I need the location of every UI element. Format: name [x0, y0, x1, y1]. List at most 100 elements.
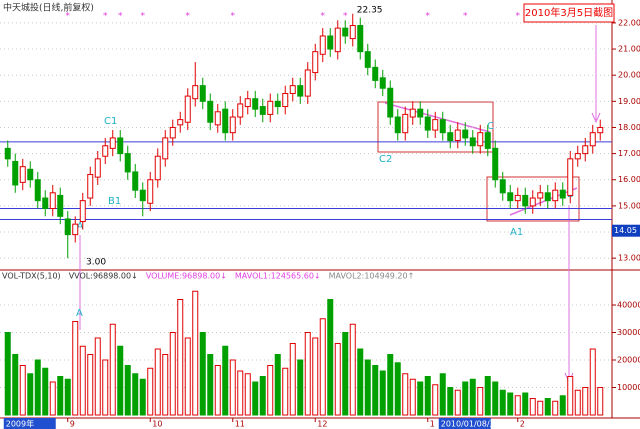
volume-bar	[57, 376, 64, 416]
volume-bar	[27, 373, 34, 416]
candle-body	[402, 113, 409, 134]
volume-bar	[394, 362, 401, 416]
volume-bar	[409, 378, 416, 416]
note-box	[523, 3, 615, 23]
volume-bar	[327, 299, 334, 416]
x-tick-label: 12	[317, 420, 327, 429]
candle-body	[19, 166, 26, 183]
volume-bar	[499, 389, 506, 416]
volume-bar	[522, 392, 529, 416]
candle-body	[567, 158, 574, 196]
event-marker: *	[516, 12, 521, 22]
candle-body	[147, 179, 154, 204]
volume-bar	[537, 400, 544, 416]
volume-bar	[559, 395, 566, 416]
volume-bar	[342, 332, 349, 416]
candle-body	[207, 100, 214, 123]
volume-bar	[529, 398, 536, 416]
volume-bar	[102, 359, 109, 416]
volume-bar	[124, 365, 131, 416]
candle-body	[244, 98, 251, 108]
volume-bar	[199, 332, 206, 416]
candle-body	[267, 100, 274, 115]
volume-bar	[177, 299, 184, 416]
candle-body	[274, 100, 281, 108]
candle-body	[259, 106, 266, 115]
volume-bar	[462, 381, 469, 416]
volume-bar	[312, 337, 319, 416]
volume-bar	[402, 373, 409, 416]
candle-body	[87, 174, 94, 199]
y-tick-label: 10000	[617, 383, 640, 392]
event-marker: *	[343, 12, 348, 22]
volume-bar	[544, 398, 551, 416]
volume-bar	[469, 378, 476, 416]
y-tick-label: 16.00	[618, 175, 640, 184]
candle-body	[597, 126, 604, 134]
candle-body	[447, 132, 454, 142]
volume-bar	[132, 373, 139, 416]
volume-bar	[169, 332, 176, 416]
volume-bar	[289, 343, 296, 416]
volume-bar	[259, 376, 266, 416]
volume-bar	[439, 373, 446, 416]
candle-body	[237, 103, 244, 118]
volume-bar	[477, 387, 484, 416]
candle-body	[499, 179, 506, 194]
candle-body	[199, 85, 206, 102]
candle-body	[297, 85, 304, 97]
candle-body	[229, 116, 236, 134]
volume-bar	[349, 323, 356, 416]
candle-body	[169, 126, 176, 139]
volume-bar	[214, 365, 221, 416]
candle-body	[177, 119, 184, 126]
volume-bar	[207, 354, 214, 416]
event-marker: *	[118, 12, 123, 22]
volume-bar	[274, 354, 281, 416]
annotation: C	[487, 121, 494, 132]
candle-body	[432, 119, 439, 131]
event-marker: *	[186, 12, 191, 22]
volume-bar	[334, 343, 341, 416]
candle-body	[379, 77, 386, 89]
volume-bar	[147, 367, 154, 416]
candle-body	[162, 137, 169, 160]
candle-body	[387, 87, 394, 118]
volume-bar	[79, 345, 86, 416]
y-tick-label: 40000	[617, 301, 640, 310]
candle-body	[94, 158, 101, 178]
candle-body	[132, 171, 139, 191]
candle-body	[214, 111, 221, 126]
candle-body	[49, 192, 56, 209]
volume-bar	[229, 359, 236, 416]
volume-bar	[154, 348, 161, 416]
volume-bar	[34, 359, 41, 416]
candle-body	[12, 160, 19, 186]
volume-bar	[492, 381, 499, 416]
candle-body	[514, 194, 521, 202]
volume-bar	[582, 387, 589, 416]
volume-bar	[447, 387, 454, 416]
trendline	[509, 187, 578, 216]
annotation: A	[76, 308, 83, 319]
candle-body	[312, 51, 319, 74]
candle-body	[184, 95, 191, 123]
volume-bar	[184, 337, 191, 416]
volume-bar	[589, 348, 596, 416]
candle-body	[372, 66, 379, 81]
volume-bar	[357, 348, 364, 416]
candle-body	[327, 35, 334, 50]
candle-body	[109, 137, 116, 149]
volume-bar	[432, 384, 439, 416]
volume-bar	[282, 367, 289, 416]
volume-bar	[252, 381, 259, 416]
volume-bar	[64, 378, 71, 416]
volume-bar	[42, 367, 49, 416]
candle-body	[529, 197, 536, 207]
candle-body	[357, 25, 364, 53]
candle-body	[574, 153, 581, 160]
event-marker: *	[321, 12, 326, 22]
volume-bar	[49, 381, 56, 416]
x-tick-label: 9	[70, 420, 75, 429]
